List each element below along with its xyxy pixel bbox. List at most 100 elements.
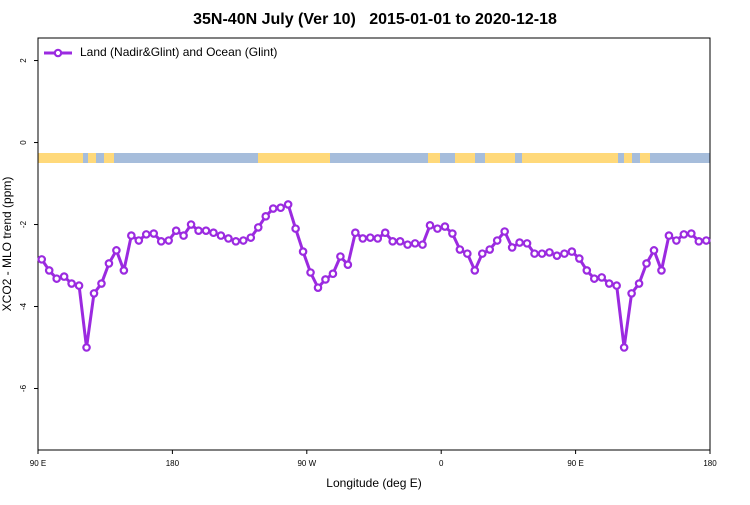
plot-frame xyxy=(37,37,711,451)
data-point xyxy=(156,237,166,246)
series-line xyxy=(40,202,707,350)
data-point xyxy=(425,221,435,230)
data-point xyxy=(201,226,211,235)
data-point xyxy=(313,283,323,292)
data-point xyxy=(149,229,159,238)
data-point xyxy=(351,228,360,238)
data-point xyxy=(567,247,577,256)
data-point xyxy=(283,200,293,209)
data-point xyxy=(82,343,91,352)
data-point xyxy=(89,289,99,298)
data-point xyxy=(52,274,61,283)
data-point xyxy=(664,231,674,240)
data-point xyxy=(328,269,338,279)
data-point xyxy=(37,255,47,264)
data-point xyxy=(701,236,711,245)
data-point xyxy=(186,220,196,229)
data-point xyxy=(67,279,76,288)
data-point xyxy=(403,240,412,249)
x-axis-label: Longitude (deg E) xyxy=(326,476,421,490)
data-point xyxy=(537,249,547,258)
data-point xyxy=(485,245,495,254)
data-point xyxy=(604,279,614,288)
data-point xyxy=(74,281,84,290)
x-tick-label: 90 E xyxy=(30,459,46,468)
data-point xyxy=(373,234,383,243)
data-point xyxy=(455,245,465,254)
data-point xyxy=(552,251,562,260)
data-point xyxy=(231,237,241,246)
data-point xyxy=(687,229,696,238)
data-point xyxy=(597,273,607,282)
chart-title: 35N-40N July (Ver 10) 2015-01-01 to 2020… xyxy=(193,11,557,28)
data-point xyxy=(194,226,203,235)
data-point xyxy=(492,236,502,245)
data-point xyxy=(477,249,487,258)
data-point xyxy=(268,204,278,213)
data-point xyxy=(657,266,666,275)
data-point xyxy=(112,246,121,255)
data-point xyxy=(470,266,480,275)
data-point xyxy=(171,226,181,235)
data-point xyxy=(672,236,681,245)
data-point xyxy=(575,254,584,263)
data-point xyxy=(44,266,54,275)
data-point xyxy=(530,249,539,258)
data-point xyxy=(448,229,457,238)
data-point xyxy=(388,237,397,246)
data-point xyxy=(298,247,308,256)
x-tick-label: 90 W xyxy=(297,459,316,468)
x-tick-label: 180 xyxy=(166,459,180,468)
data-point xyxy=(127,231,136,240)
data-point xyxy=(545,248,554,257)
data-point xyxy=(395,237,405,246)
data-point xyxy=(276,203,285,213)
x-tick-label: 180 xyxy=(703,459,717,468)
data-point xyxy=(433,224,442,233)
data-point xyxy=(418,240,427,249)
data-point xyxy=(321,275,330,284)
data-point xyxy=(164,236,173,245)
y-axis-label: XCO2 - MLO trend (ppm) xyxy=(0,177,14,312)
data-point xyxy=(246,233,256,242)
data-point xyxy=(209,228,218,238)
data-point xyxy=(261,212,271,221)
data-point xyxy=(463,249,472,258)
data-point xyxy=(141,230,151,239)
y-tick-label: -6 xyxy=(19,384,28,392)
data-point xyxy=(507,243,517,252)
data-point xyxy=(589,274,599,283)
data-point xyxy=(216,231,226,240)
data-point xyxy=(358,234,368,243)
data-point xyxy=(679,230,689,239)
data-point xyxy=(134,236,144,245)
data-point xyxy=(119,266,129,275)
legend-marker xyxy=(53,48,63,58)
data-point xyxy=(97,279,106,288)
data-point xyxy=(224,234,233,243)
land-ocean-mask xyxy=(38,153,710,163)
data-point xyxy=(343,260,353,270)
data-point xyxy=(410,239,420,248)
data-point xyxy=(306,268,315,277)
data-point xyxy=(649,246,659,255)
data-point xyxy=(440,222,450,231)
y-tick-label: 0 xyxy=(19,140,28,145)
data-point xyxy=(253,223,263,232)
data-point xyxy=(59,272,69,281)
data-point xyxy=(239,236,248,245)
data-point xyxy=(627,289,636,298)
data-point xyxy=(582,266,592,275)
data-point xyxy=(619,343,629,352)
data-point xyxy=(365,233,375,242)
data-point xyxy=(612,281,621,290)
data-point xyxy=(380,228,390,238)
data-point xyxy=(291,224,300,233)
data-point xyxy=(104,259,114,268)
y-tick-label: -4 xyxy=(19,302,28,310)
data-point xyxy=(642,259,651,268)
data-point xyxy=(336,252,345,261)
x-tick-label: 90 E xyxy=(567,459,583,468)
data-point xyxy=(522,239,532,248)
